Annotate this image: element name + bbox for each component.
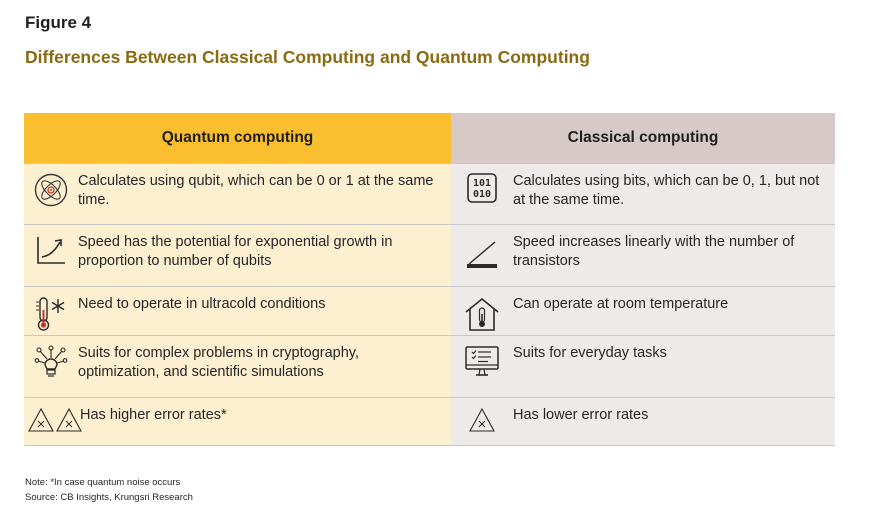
classical-text-bits: Calculates using bits, which can be 0, 1… bbox=[513, 173, 820, 208]
binary-101-010-icon: 101 010 bbox=[451, 172, 513, 203]
linear-slope-icon bbox=[451, 233, 513, 270]
thermometer-snowflake-icon bbox=[24, 295, 78, 332]
house-thermometer-icon bbox=[451, 295, 513, 332]
complex-problem-network-icon bbox=[24, 344, 78, 381]
quantum-text-use: Suits for complex problems in cryptograp… bbox=[78, 345, 359, 380]
quantum-text-speed: Speed has the potential for exponential … bbox=[78, 234, 393, 269]
comparison-table: Quantum computing Classical computing Ca… bbox=[24, 113, 835, 446]
classical-text-speed: Speed increases linearly with the number… bbox=[513, 234, 795, 269]
double-error-triangle-icon bbox=[24, 406, 86, 433]
quantum-text-qubit: Calculates using qubit, which can be 0 o… bbox=[78, 173, 434, 208]
classical-header: Classical computing bbox=[451, 113, 835, 163]
classical-cell-error: Has lower error rates bbox=[451, 397, 835, 446]
exponential-growth-chart-icon bbox=[24, 233, 78, 266]
quantum-text-temperature: Need to operate in ultracold conditions bbox=[78, 296, 326, 312]
quantum-cell-qubit: Calculates using qubit, which can be 0 o… bbox=[24, 163, 451, 224]
quantum-header: Quantum computing bbox=[24, 113, 451, 163]
atom-icon bbox=[24, 172, 78, 207]
quantum-cell-error: Has higher error rates* bbox=[24, 397, 451, 446]
quantum-cell-use: Suits for complex problems in cryptograp… bbox=[24, 335, 451, 397]
classical-text-error: Has lower error rates bbox=[513, 407, 649, 423]
figure-label: Figure 4 bbox=[25, 13, 92, 32]
classical-text-use: Suits for everyday tasks bbox=[513, 345, 667, 361]
quantum-cell-speed: Speed has the potential for exponential … bbox=[24, 224, 451, 286]
binary-bottom-text: 010 bbox=[473, 189, 491, 200]
classical-cell-speed: Speed increases linearly with the number… bbox=[451, 224, 835, 286]
figure-title: Differences Between Classical Computing … bbox=[25, 47, 590, 67]
source-note: Source: CB Insights, Krungsri Research bbox=[25, 492, 193, 503]
quantum-cell-temperature: Need to operate in ultracold conditions bbox=[24, 286, 451, 335]
classical-cell-temperature: Can operate at room temperature bbox=[451, 286, 835, 335]
desktop-computer-checklist-icon bbox=[451, 344, 513, 379]
classical-cell-use: Suits for everyday tasks bbox=[451, 335, 835, 397]
binary-top-text: 101 bbox=[473, 178, 491, 189]
classical-text-temperature: Can operate at room temperature bbox=[513, 296, 729, 312]
footnote: Note: *In case quantum noise occurs bbox=[25, 477, 181, 488]
classical-cell-bits: 101 010 Calculates using bits, which can… bbox=[451, 163, 835, 224]
quantum-text-error: Has higher error rates* bbox=[80, 407, 227, 423]
single-error-triangle-icon bbox=[451, 406, 513, 433]
